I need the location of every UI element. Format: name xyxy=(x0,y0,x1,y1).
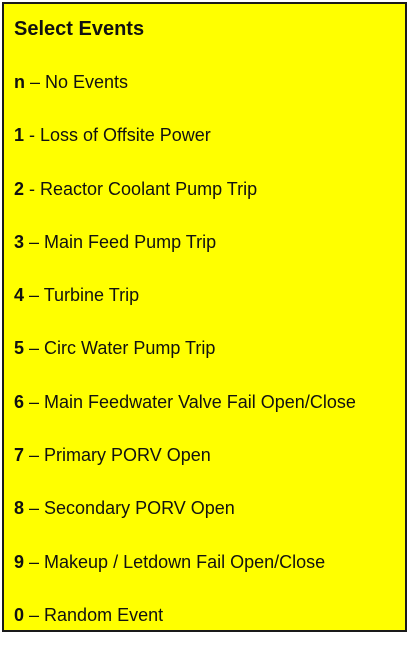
event-item-2: 2 - Reactor Coolant Pump Trip xyxy=(14,177,356,230)
event-item-9: 9 – Makeup / Letdown Fail Open/Close xyxy=(14,550,356,603)
event-label: Reactor Coolant Pump Trip xyxy=(40,178,258,199)
event-item-5: 5 – Circ Water Pump Trip xyxy=(14,336,356,389)
event-separator: – xyxy=(24,338,45,359)
event-separator: – xyxy=(24,231,45,252)
event-label: Turbine Trip xyxy=(43,285,140,306)
select-events-panel: Select Events n – No Events 1 - Loss of … xyxy=(2,2,407,632)
event-separator: – xyxy=(24,285,44,306)
event-item-7: 7 – Primary PORV Open xyxy=(14,443,356,496)
event-item-6: 6 – Main Feedwater Valve Fail Open/Close xyxy=(14,390,356,443)
event-key: 5 xyxy=(14,338,25,359)
event-key: 8 xyxy=(14,498,25,519)
event-label: Random Event xyxy=(44,604,164,625)
event-item-0: 0 – Random Event xyxy=(14,603,356,656)
event-item-8: 8 – Secondary PORV Open xyxy=(14,496,356,549)
event-item-n: n – No Events xyxy=(14,70,356,123)
event-separator: - xyxy=(24,178,41,199)
event-item-3: 3 – Main Feed Pump Trip xyxy=(14,230,356,283)
event-separator: – xyxy=(24,551,45,572)
event-separator: – xyxy=(24,604,45,625)
event-key: 2 xyxy=(14,178,25,199)
event-label: Secondary PORV Open xyxy=(44,498,235,519)
panel-title: Select Events xyxy=(14,18,145,40)
event-key: 4 xyxy=(14,285,25,306)
event-separator: – xyxy=(24,498,45,519)
event-separator: – xyxy=(24,391,45,412)
event-separator: – xyxy=(24,445,45,466)
event-key: 9 xyxy=(14,551,25,572)
event-label: No Events xyxy=(45,72,129,92)
event-label: Circ Water Pump Trip xyxy=(44,338,216,359)
event-key: n xyxy=(14,72,25,92)
event-item-1: 1 - Loss of Offsite Power xyxy=(14,123,356,176)
event-key: 3 xyxy=(14,231,25,252)
event-key: 1 xyxy=(14,125,25,146)
event-label: Loss of Offsite Power xyxy=(40,125,211,146)
event-key: 7 xyxy=(14,445,25,466)
event-list: n – No Events 1 - Loss of Offsite Power … xyxy=(14,70,356,656)
event-separator: - xyxy=(24,125,41,146)
event-item-4: 4 – Turbine Trip xyxy=(14,283,356,336)
event-label: Primary PORV Open xyxy=(44,445,211,466)
event-label: Makeup / Letdown Fail Open/Close xyxy=(44,551,326,572)
event-label: Main Feed Pump Trip xyxy=(44,231,217,252)
event-separator: – xyxy=(25,72,46,92)
event-label: Main Feedwater Valve Fail Open/Close xyxy=(44,391,356,412)
event-key: 6 xyxy=(14,391,25,412)
event-key: 0 xyxy=(14,604,25,625)
